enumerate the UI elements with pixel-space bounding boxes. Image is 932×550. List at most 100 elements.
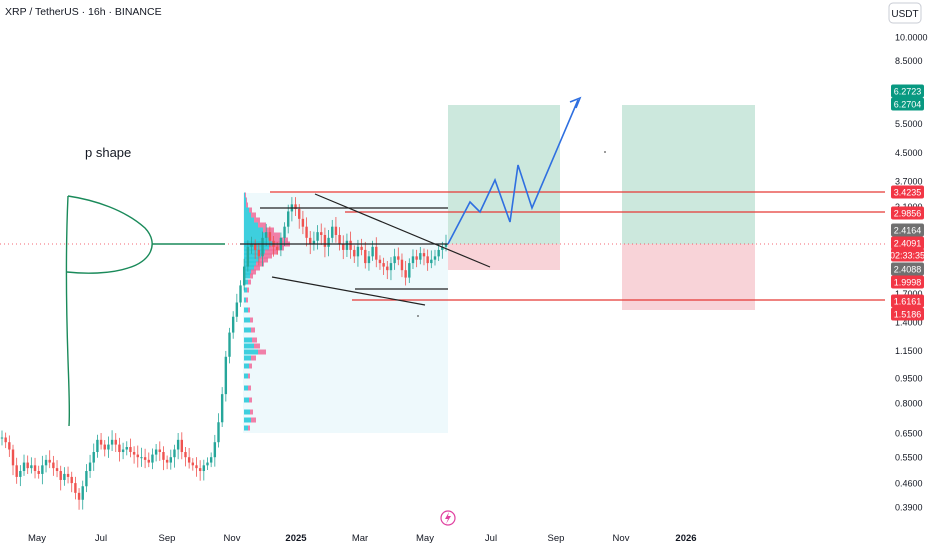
candle-body xyxy=(261,237,264,257)
p-shape-drawing xyxy=(65,195,225,427)
candle-body xyxy=(331,226,334,238)
candle-body xyxy=(96,439,99,453)
candle-body xyxy=(173,449,176,458)
candle-body xyxy=(349,240,352,250)
candle-body xyxy=(257,249,261,257)
candle-body xyxy=(213,442,217,458)
candle-body xyxy=(327,237,330,247)
currency-button-label: USDT xyxy=(891,9,918,20)
candle-body xyxy=(169,457,172,463)
target-zone-1 xyxy=(448,105,560,244)
candle-body xyxy=(209,457,213,463)
profile-bar-buy xyxy=(244,363,249,369)
y-tick-label: 1.7000 xyxy=(895,289,923,299)
price-badge-label: 2.4164 xyxy=(894,226,922,236)
candle-body xyxy=(48,459,51,463)
profile-bar-sell xyxy=(248,307,250,313)
candle-body xyxy=(220,394,224,423)
profile-bar-sell xyxy=(248,425,250,431)
profile-bar-buy xyxy=(244,373,248,379)
candle-body xyxy=(195,465,198,469)
profile-bar-sell xyxy=(256,261,264,267)
candle-body xyxy=(147,459,150,463)
price-badge xyxy=(891,307,924,321)
triangle-upper-line xyxy=(314,193,491,268)
candle-body xyxy=(294,204,297,210)
profile-bar-buy xyxy=(244,349,258,355)
p-shape-stem xyxy=(65,195,71,427)
candle-body xyxy=(114,439,117,445)
candle-body xyxy=(154,449,158,455)
candle-body xyxy=(353,249,356,257)
profile-bar-sell xyxy=(259,257,268,263)
candle-body xyxy=(389,263,393,271)
candle-body xyxy=(121,449,125,453)
p-shape-bowl xyxy=(66,195,153,274)
candle-body xyxy=(176,439,180,450)
candle-body xyxy=(198,468,202,472)
currency-button[interactable]: USDT xyxy=(888,2,922,24)
candle-body xyxy=(242,266,246,286)
candle-body xyxy=(110,439,114,445)
projection-zones xyxy=(243,105,755,433)
candle-body xyxy=(52,462,55,469)
profile-bar-sell xyxy=(250,273,253,279)
candle-body xyxy=(393,256,396,264)
profile-bar-sell xyxy=(251,269,256,275)
price-badge-label: 6.2704 xyxy=(894,100,922,110)
candle-body xyxy=(334,226,338,235)
price-badge xyxy=(891,84,924,98)
candle-body xyxy=(88,462,92,472)
projected-arrowhead xyxy=(569,96,582,109)
profile-bar-buy xyxy=(244,222,258,228)
candle-body xyxy=(129,447,132,453)
p-shape-label: p shape xyxy=(85,145,131,160)
candle-body xyxy=(360,246,363,250)
candle-body xyxy=(356,246,360,257)
profile-bar-buy xyxy=(244,307,248,313)
candle-body xyxy=(22,462,26,472)
profile-bar-sell xyxy=(249,207,252,213)
candle-body xyxy=(206,462,209,466)
candle-body xyxy=(55,468,59,472)
y-tick-label: 0.3900 xyxy=(895,503,923,513)
candle-body xyxy=(162,452,165,460)
price-badge xyxy=(891,262,924,276)
candle-body xyxy=(367,256,371,264)
profile-bar-buy xyxy=(244,343,254,349)
marker-dot xyxy=(604,151,606,153)
y-tick-label: 0.4600 xyxy=(895,479,923,489)
price-badge xyxy=(891,97,924,111)
price-badge-label: 1.9998 xyxy=(894,278,922,288)
profile-bar-buy xyxy=(244,217,254,223)
price-badge xyxy=(891,236,924,250)
projected-path xyxy=(447,99,579,245)
profile-bar-sell xyxy=(251,212,256,218)
x-tick-label: 2026 xyxy=(675,533,696,544)
candle-body xyxy=(426,256,429,264)
profile-bar-buy xyxy=(244,425,248,431)
candle-body xyxy=(444,243,448,247)
profile-bar-buy xyxy=(244,417,251,423)
candle-body xyxy=(433,256,437,260)
y-tick-label: 10.0000 xyxy=(895,33,928,43)
y-tick-label: 0.9500 xyxy=(895,374,923,384)
profile-bar-buy xyxy=(244,273,250,279)
profile-bar-buy xyxy=(244,279,248,285)
candle-body xyxy=(378,259,382,264)
profile-bar-sell xyxy=(254,217,260,223)
candle-body xyxy=(158,449,161,453)
trend-lines xyxy=(240,193,491,306)
candle-body xyxy=(0,437,4,439)
candle-body xyxy=(375,246,378,260)
candle-body xyxy=(4,437,7,443)
candle-body xyxy=(11,449,15,466)
candle-body xyxy=(118,444,121,453)
profile-bar-sell xyxy=(258,222,266,228)
candle-body xyxy=(63,473,66,480)
symbol-title: XRP / TetherUS · 16h · BINANCE xyxy=(5,6,162,18)
flash-icon[interactable] xyxy=(440,510,456,526)
profile-bar-buy xyxy=(244,409,250,415)
price-badge xyxy=(891,185,924,199)
